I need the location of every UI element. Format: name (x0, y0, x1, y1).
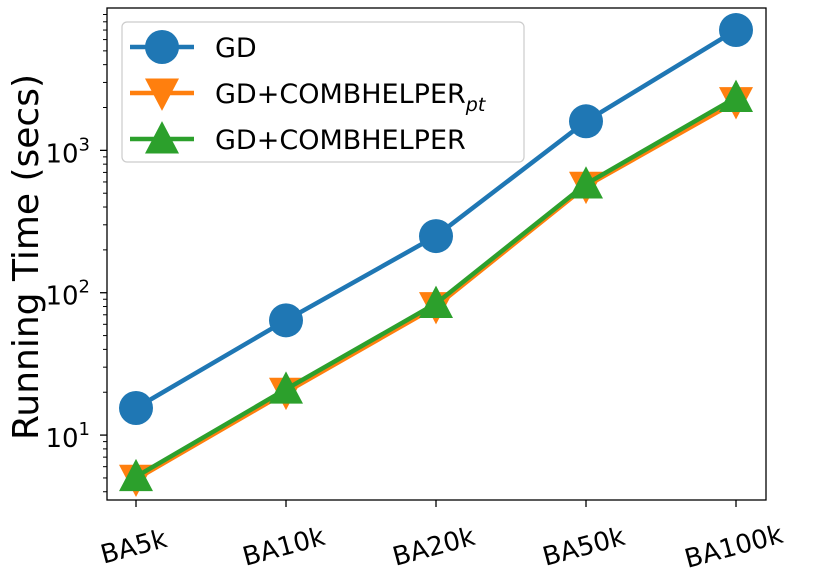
y-tick-label-0: 101 (45, 419, 90, 454)
legend-marker-2 (145, 121, 179, 154)
y-axis-label: Running Time (secs) (6, 74, 47, 440)
data-point-s0-0 (119, 390, 153, 425)
y-tick-label-1: 102 (45, 277, 90, 312)
data-point-s2-4 (719, 79, 753, 112)
legend-marker-1 (145, 78, 179, 111)
data-point-s0-1 (269, 303, 303, 338)
data-point-s0-3 (569, 104, 603, 139)
plot-area (119, 13, 753, 498)
legend-label-2: GD+COMBHELPER (215, 125, 466, 156)
legend-marker-0 (145, 30, 179, 64)
data-point-s2-1 (269, 371, 303, 404)
data-point-s2-2 (419, 285, 453, 318)
legend-label-1: GD+COMBHELPERpt (215, 79, 487, 116)
y-tick-label-2: 103 (45, 134, 90, 169)
data-point-s0-4 (719, 13, 753, 48)
x-tick-label-4: BA100k (682, 520, 787, 575)
data-point-s2-0 (119, 458, 153, 492)
x-tick-label-0: BA5k (98, 524, 171, 570)
legend-label-0: GD (215, 33, 257, 64)
legend: GD GD+COMBHELPERpt GD+COMBHELPER (121, 21, 525, 163)
x-tick-label-2: BA20k (390, 522, 479, 573)
legend-box (121, 21, 525, 163)
data-point-s0-2 (419, 219, 453, 254)
data-point-s2-3 (569, 166, 603, 199)
x-tick-label-1: BA10k (240, 522, 329, 573)
x-tick-label-3: BA50k (540, 522, 629, 573)
